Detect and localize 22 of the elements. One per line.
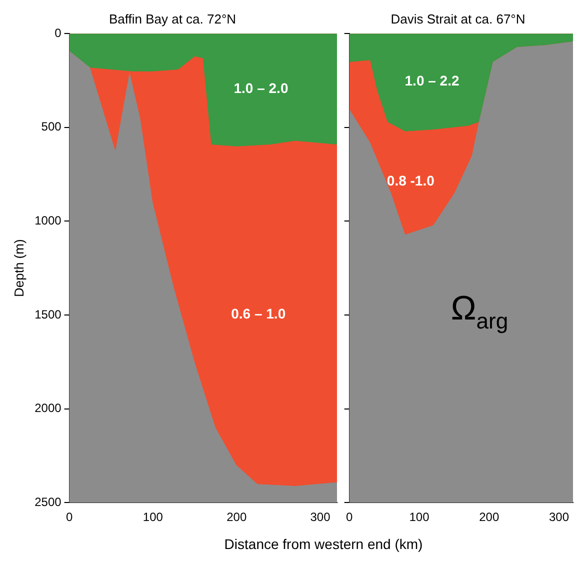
x-axis-title: Distance from western end (km) [223,536,424,552]
y-axis-title: Depth (m) [11,239,26,297]
y-tick-label: 1500 [34,307,62,322]
y-tick-label: 1000 [34,214,62,228]
annotation: 0.8 -1.0 [386,172,435,189]
x-tick-label: 0 [346,510,353,524]
x-tick-label: 100 [409,510,430,524]
chart-title: Davis Strait at ca. 67°N [390,11,526,26]
annotation: 0.6 – 1.0 [231,305,286,322]
x-tick-label: 200 [226,510,247,524]
annotation: 1.0 – 2.2 [404,72,460,88]
x-tick-label: 0 [66,510,73,524]
y-tick-label: 0 [54,26,62,40]
x-tick-label: 100 [142,510,164,524]
y-tick-label: 2500 [34,494,62,509]
y-tick-label: 500 [41,120,62,134]
x-tick-label: 200 [479,510,500,524]
y-tick-label: 2000 [34,401,62,416]
x-tick-label: 300 [549,510,570,524]
x-tick-label: 300 [310,510,331,524]
chart-title: Baffin Bay at ca. 72°N [108,11,236,26]
annotation: 1.0 – 2.0 [234,80,288,96]
